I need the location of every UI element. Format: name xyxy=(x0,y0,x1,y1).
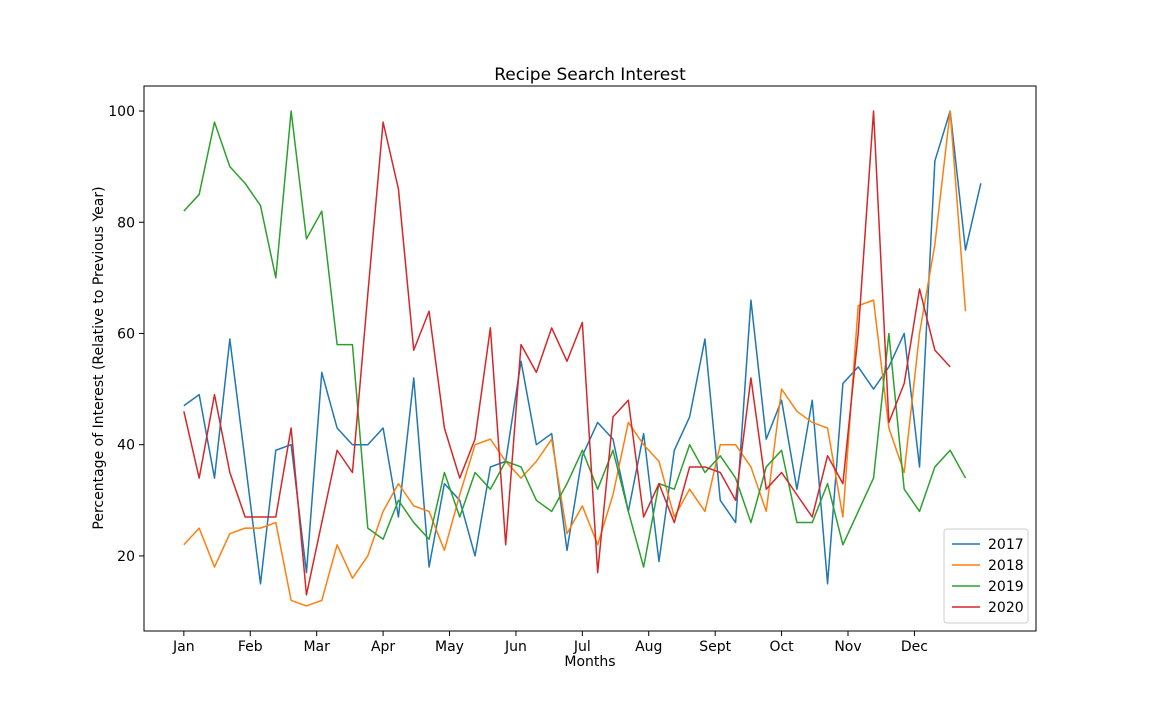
legend-box xyxy=(943,528,1029,624)
x-tick-label: Jul xyxy=(573,639,591,655)
series-layer xyxy=(183,110,982,607)
y-tick-label: 100 xyxy=(108,104,135,120)
y-tick-label: 20 xyxy=(117,549,135,565)
x-tick-label: May xyxy=(435,639,464,655)
x-tick-label: Nov xyxy=(834,639,861,655)
series-line-2018 xyxy=(183,110,967,607)
legend-label-2019: 2019 xyxy=(988,579,1024,595)
legend-label-2017: 2017 xyxy=(988,537,1024,553)
x-axis: Jan Feb Mar Apr May Jun Jul Aug Sept Oct Nov Dec xyxy=(172,631,928,655)
x-tick-label: Feb xyxy=(238,639,263,655)
x-tick-label: Mar xyxy=(303,639,330,655)
legend-label-2018: 2018 xyxy=(988,558,1024,574)
series-line-2020 xyxy=(183,110,951,596)
y-tick-label: 80 xyxy=(117,215,135,231)
x-tick-label: Jan xyxy=(172,639,195,655)
series-line-2019 xyxy=(183,110,967,568)
plot-area xyxy=(144,86,1036,631)
legend: 2017 2018 2019 2020 xyxy=(943,528,1029,624)
y-tick-label: 60 xyxy=(117,326,135,342)
x-tick-label: Jun xyxy=(504,639,527,655)
y-axis: 20 40 60 80 100 xyxy=(108,104,144,565)
x-tick-label: Oct xyxy=(769,639,794,655)
y-tick-label: 40 xyxy=(117,438,135,454)
plot-frame xyxy=(143,85,1037,632)
x-axis-label: Months xyxy=(564,654,615,670)
x-tick-label: Apr xyxy=(371,639,395,655)
axes-layer xyxy=(143,85,1037,632)
chart-title: Recipe Search Interest xyxy=(494,65,686,85)
series-line-2017 xyxy=(183,110,982,585)
y-axis-label: Percentage of Interest (Relative to Prev… xyxy=(91,186,107,529)
x-tick-label: Aug xyxy=(635,639,662,655)
x-tick-label: Dec xyxy=(901,639,928,655)
x-tick-label: Sept xyxy=(699,639,731,655)
legend-label-2020: 2020 xyxy=(988,600,1024,616)
